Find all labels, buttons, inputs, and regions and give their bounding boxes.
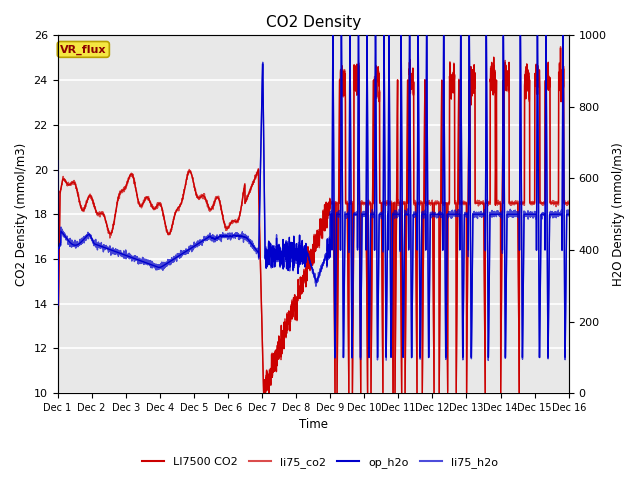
Legend: LI7500 CO2, li75_co2, op_h2o, li75_h2o: LI7500 CO2, li75_co2, op_h2o, li75_h2o <box>138 452 502 472</box>
Y-axis label: CO2 Density (mmol/m3): CO2 Density (mmol/m3) <box>15 143 28 286</box>
Text: VR_flux: VR_flux <box>60 44 107 55</box>
Title: CO2 Density: CO2 Density <box>266 15 361 30</box>
Y-axis label: H2O Density (mmol/m3): H2O Density (mmol/m3) <box>612 143 625 286</box>
X-axis label: Time: Time <box>299 419 328 432</box>
